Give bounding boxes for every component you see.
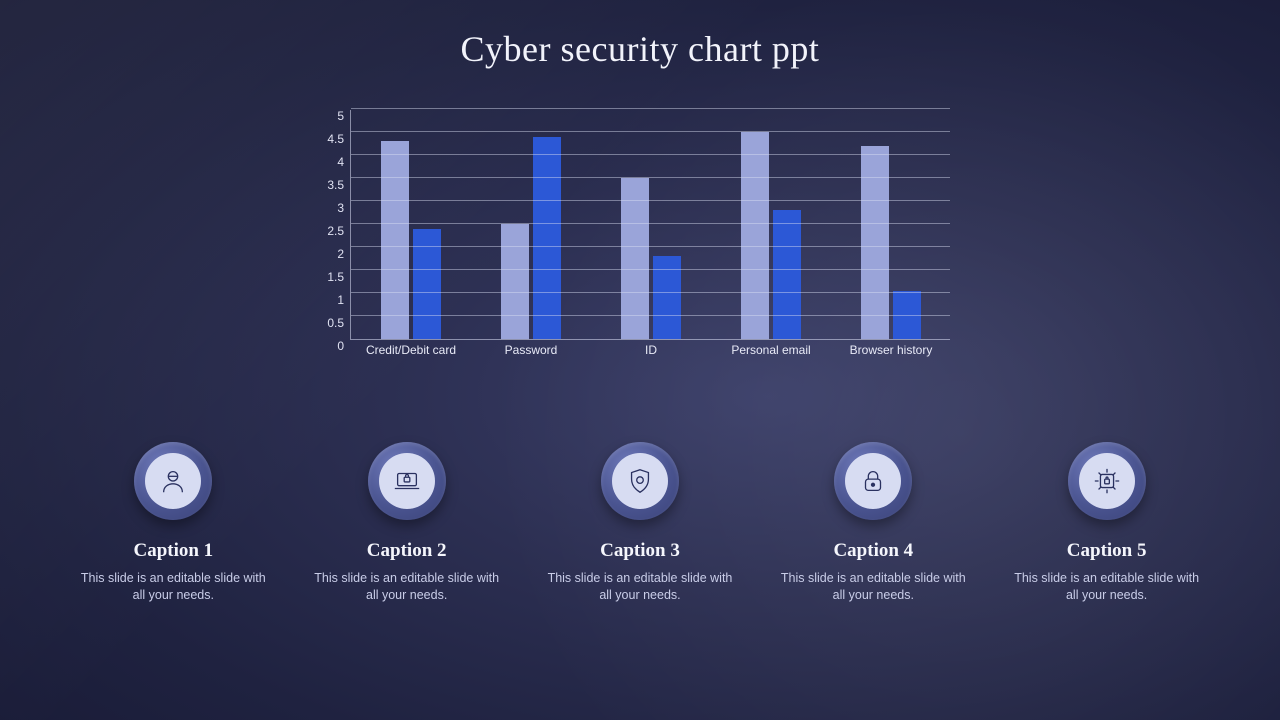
- caption-item: Caption 3 This slide is an editable slide…: [540, 442, 740, 604]
- chart-x-label: ID: [591, 344, 711, 358]
- chart-gridline: [351, 108, 950, 109]
- chart-bar-group: [861, 146, 921, 339]
- chart-gridline: [351, 292, 950, 293]
- chart-x-label: Credit/Debit card: [351, 344, 471, 358]
- caption-title: Caption 1: [133, 540, 213, 562]
- caption-item: Caption 4 This slide is an editable slide…: [773, 442, 973, 604]
- chart-x-label: Browser history: [831, 344, 951, 358]
- caption-desc: This slide is an editable slide with all…: [773, 570, 973, 604]
- caption-title: Caption 2: [367, 540, 447, 562]
- padlock-icon: [845, 453, 901, 509]
- chart-bars-layer: [351, 110, 950, 339]
- chart-bar: [381, 141, 409, 339]
- chart-gridline: [351, 246, 950, 247]
- chart-bar-group: [381, 141, 441, 339]
- chart-y-tick: 1: [314, 293, 344, 307]
- chart-bar: [533, 137, 561, 339]
- chart-x-label: Password: [471, 344, 591, 358]
- chart-y-tick: 3: [314, 201, 344, 215]
- chart-y-tick: 4: [314, 155, 344, 169]
- chart-y-tick: 0.5: [314, 316, 344, 330]
- chip-lock-icon: [1079, 453, 1135, 509]
- captions-row: Caption 1 This slide is an editable slide…: [0, 442, 1280, 604]
- chart-gridline: [351, 131, 950, 132]
- chart-y-tick: 2.5: [314, 224, 344, 238]
- chart-gridline: [351, 315, 950, 316]
- chart-bar: [773, 210, 801, 339]
- chart-bar: [861, 146, 889, 339]
- chart-y-tick: 5: [314, 109, 344, 123]
- page-title: Cyber security chart ppt: [0, 28, 1280, 70]
- caption-desc: This slide is an editable slide with all…: [540, 570, 740, 604]
- chart-y-tick: 4.5: [314, 132, 344, 146]
- caption-icon-ring: [1068, 442, 1146, 520]
- caption-desc: This slide is an editable slide with all…: [307, 570, 507, 604]
- caption-item: Caption 2 This slide is an editable slide…: [307, 442, 507, 604]
- chart-bar: [741, 132, 769, 339]
- caption-icon-ring: [368, 442, 446, 520]
- shield-icon: [612, 453, 668, 509]
- caption-icon-ring: [134, 442, 212, 520]
- chart-gridline: [351, 269, 950, 270]
- chart-bar-group: [741, 132, 801, 339]
- chart-gridline: [351, 223, 950, 224]
- chart-gridline: [351, 200, 950, 201]
- laptop-lock-icon: [379, 453, 435, 509]
- caption-desc: This slide is an editable slide with all…: [73, 570, 273, 604]
- caption-item: Caption 5 This slide is an editable slide…: [1007, 442, 1207, 604]
- chart-y-tick: 3.5: [314, 178, 344, 192]
- chart-x-label: Personal email: [711, 344, 831, 358]
- chart-bar: [501, 224, 529, 339]
- chart-y-tick: 2: [314, 247, 344, 261]
- caption-icon-ring: [601, 442, 679, 520]
- chart-bar-group: [501, 137, 561, 339]
- security-bar-chart: 0 0.5 1 1.5 2 2.5 3 3.5 4 4.5 5 Credit/Debit cardPa…: [310, 110, 950, 400]
- caption-desc: This slide is an editable slide with all…: [1007, 570, 1207, 604]
- caption-item: Caption 1 This slide is an editable slide…: [73, 442, 273, 604]
- caption-title: Caption 5: [1067, 540, 1147, 562]
- chart-gridline: [351, 154, 950, 155]
- caption-icon-ring: [834, 442, 912, 520]
- chart-y-tick: 0: [314, 339, 344, 353]
- caption-title: Caption 3: [600, 540, 680, 562]
- chart-plot-area: 00.511.522.533.544.55Credit/Debit cardPa…: [350, 110, 950, 340]
- hacker-icon: [145, 453, 201, 509]
- chart-y-tick: 1.5: [314, 270, 344, 284]
- caption-title: Caption 4: [833, 540, 913, 562]
- chart-gridline: [351, 177, 950, 178]
